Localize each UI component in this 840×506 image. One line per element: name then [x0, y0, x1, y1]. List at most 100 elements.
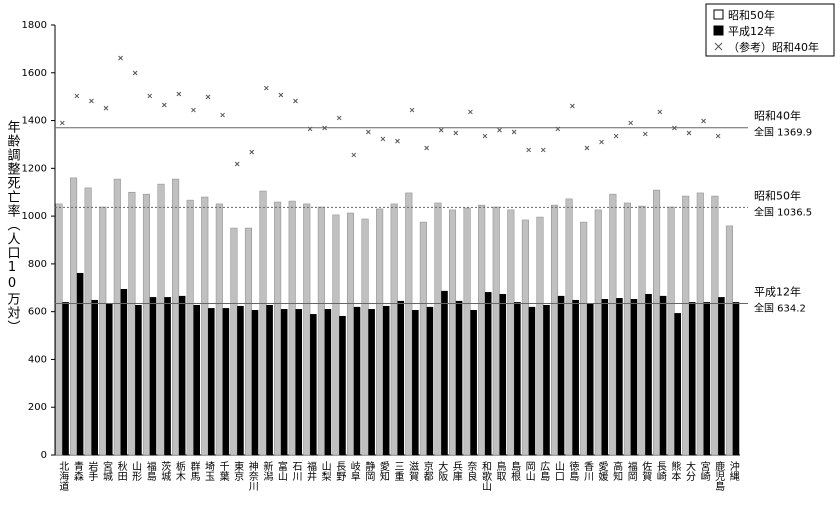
- bar: [551, 204, 559, 456]
- x-tick-label: 岩手: [86, 460, 98, 482]
- bar: [244, 227, 253, 456]
- bar: [382, 305, 390, 455]
- bar: [317, 206, 325, 456]
- x-tick-label: 長野: [334, 461, 346, 481]
- bar: [251, 309, 259, 455]
- x-tick-label: 愛知: [377, 460, 389, 481]
- reference-name: 昭和50年: [754, 188, 801, 202]
- bar: [528, 306, 536, 455]
- bar: [91, 299, 98, 455]
- reference-label: 全国 1036.5: [754, 205, 812, 218]
- x-tick-label: 宮城: [101, 460, 113, 482]
- bar: [295, 309, 303, 455]
- y-tick-label: 1400: [22, 116, 47, 127]
- marker: [453, 130, 459, 136]
- bar: [274, 201, 282, 456]
- x-tick-label: 神奈川: [246, 460, 258, 491]
- x-tick-label: 千葉: [217, 461, 229, 482]
- legend-label: （参考）昭和40年: [728, 40, 819, 54]
- bar: [455, 300, 463, 455]
- marker: [409, 107, 415, 113]
- bar: [565, 198, 573, 456]
- bar: [405, 192, 413, 456]
- bar: [376, 208, 384, 456]
- x-tick-label: 山梨: [319, 461, 331, 482]
- bar: [201, 196, 209, 456]
- bar: [222, 308, 230, 455]
- x-tick-label: 鳥取: [494, 460, 506, 482]
- bar: [353, 306, 361, 455]
- x-tick-label: 大阪: [436, 460, 448, 482]
- x-tick-label: 栃木: [173, 460, 185, 482]
- bar: [339, 315, 346, 455]
- bar: [718, 297, 725, 455]
- y-axis-label: 年齢調整死亡率（人口10万対）: [5, 120, 21, 334]
- bar: [703, 302, 711, 455]
- marker: [89, 98, 94, 104]
- bar: [288, 200, 296, 456]
- y-tick-label: 1200: [22, 163, 47, 174]
- x-tick-label: 秋田: [115, 460, 127, 481]
- marker: [380, 136, 386, 142]
- marker: [176, 91, 182, 97]
- x-tick-label: 愛媛: [596, 460, 608, 482]
- legend-box: [705, 3, 835, 57]
- bar: [696, 192, 704, 456]
- bar: [725, 225, 733, 456]
- bar: [463, 207, 471, 456]
- bar: [142, 193, 150, 456]
- x-tick-label: 東京: [232, 460, 244, 482]
- bar: [521, 219, 529, 456]
- x-tick-label: 茨城: [159, 460, 171, 482]
- marker: [234, 161, 240, 167]
- y-tick-label: 0: [41, 450, 47, 461]
- bar: [361, 218, 369, 456]
- marker: [424, 145, 430, 151]
- bar: [586, 303, 594, 455]
- x-tick-label: 熊本: [669, 460, 681, 482]
- bar: [113, 178, 121, 456]
- x-tick-label: 宮崎: [698, 460, 710, 481]
- x-tick-label: 青森: [71, 460, 83, 482]
- bar: [638, 205, 646, 456]
- bar: [346, 212, 355, 456]
- x-tick-label: 大分: [683, 460, 695, 482]
- bar: [667, 206, 675, 456]
- legend-swatch: [713, 25, 724, 36]
- marker: [613, 133, 619, 139]
- y-tick-label: 600: [28, 307, 47, 318]
- marker: [336, 115, 342, 121]
- x-tick-label: 静岡: [363, 460, 375, 482]
- bar: [572, 299, 579, 455]
- bar: [303, 203, 311, 456]
- bar: [601, 299, 609, 455]
- bar: [172, 178, 180, 456]
- bar: [84, 187, 92, 456]
- bar: [120, 288, 128, 455]
- bar: [149, 297, 157, 455]
- bar: [186, 199, 194, 456]
- bar: [609, 193, 617, 456]
- bar: [659, 295, 667, 455]
- marker: [497, 127, 502, 133]
- bar: [419, 221, 427, 456]
- y-tick-label: 1800: [22, 20, 47, 31]
- bar: [507, 209, 515, 456]
- bar: [208, 308, 215, 455]
- bar: [390, 203, 398, 456]
- x-tick-label: 三重: [392, 461, 404, 481]
- bar: [280, 309, 288, 455]
- marker: [132, 70, 138, 76]
- y-tick-label: 1600: [22, 68, 47, 79]
- x-tick-label: 岡山: [523, 461, 535, 481]
- x-tick-label: 群馬: [188, 460, 200, 482]
- x-tick-label: 富山: [275, 460, 287, 481]
- x-tick-label: 滋賀: [407, 460, 419, 482]
- marker: [249, 149, 255, 155]
- bar: [368, 309, 375, 455]
- bar: [397, 300, 405, 455]
- bar: [543, 304, 550, 455]
- bar: [711, 195, 719, 456]
- bar: [230, 227, 238, 456]
